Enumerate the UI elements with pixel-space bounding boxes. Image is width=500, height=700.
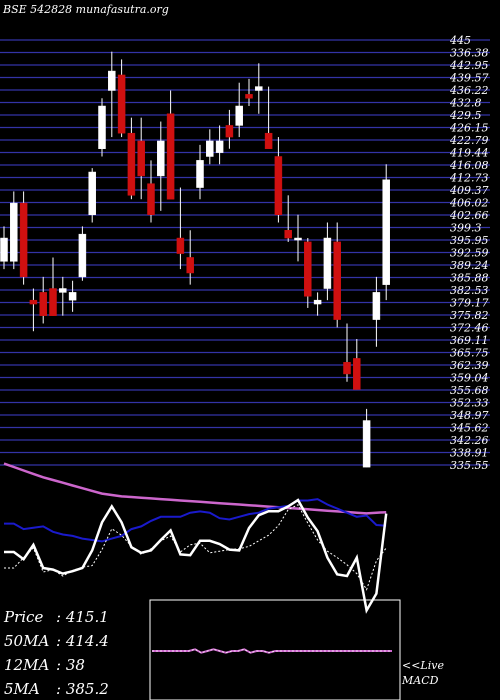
- candle-bear: [166, 113, 175, 200]
- candle-bear: [274, 156, 283, 215]
- price-tick-label: 348.97: [450, 409, 489, 422]
- live-macd-label: <<Live MACD: [402, 658, 444, 688]
- ma50-readout: 50MA: 414.4: [4, 632, 109, 650]
- live-macd-line2: MACD: [402, 674, 439, 687]
- price-tick-label: 432.8: [449, 97, 482, 110]
- ma12-readout: 12MA: 38: [4, 656, 85, 674]
- candle-bull: [313, 299, 322, 305]
- price-tick-label: 355.68: [450, 384, 489, 397]
- candle-bear: [264, 132, 273, 149]
- price-tick-label: 352.33: [450, 397, 489, 410]
- candle-bear: [176, 237, 185, 254]
- price-tick-label: 412.73: [449, 172, 489, 185]
- candle-bear: [49, 288, 57, 316]
- price-tick-label: 382.53: [450, 284, 489, 297]
- ma-long-line: [3, 462, 387, 515]
- price-tick-label: 392.59: [450, 247, 489, 260]
- ma-short-line: [4, 498, 387, 543]
- candle-bull: [235, 105, 243, 126]
- candle-bear: [127, 132, 136, 196]
- price-tick-label: 422.79: [449, 134, 489, 147]
- price-tick-label: 395.95: [450, 234, 489, 247]
- candle-bear: [147, 183, 155, 215]
- candle-bull: [362, 420, 371, 468]
- price-tick-label: 406.02: [449, 197, 489, 210]
- candle-bear: [186, 257, 194, 274]
- candle-bull: [372, 292, 381, 320]
- price-tick-label: 442.95: [449, 59, 489, 72]
- macd-panel: [149, 599, 401, 700]
- candle-bull: [382, 179, 390, 285]
- price-tick-label: 338.91: [450, 447, 489, 460]
- macd-signal-line: [152, 648, 392, 654]
- candle-bull: [68, 292, 77, 301]
- price-tick-label: 365.75: [450, 347, 489, 360]
- price-axis-labels: 445336.38442.95439.57436.22432.8429.5426…: [449, 34, 489, 472]
- moving-average-panel: [3, 462, 388, 614]
- price-tick-label: 372.46: [450, 322, 489, 335]
- price-tick-label: 342.26: [450, 434, 489, 447]
- price-tick-label: 336.38: [450, 47, 489, 60]
- price-tick-label: 362.39: [450, 359, 489, 372]
- price-tick-label: 419.44: [449, 147, 489, 160]
- ma12-value: 38: [65, 656, 85, 674]
- price-tick-label: 402.66: [449, 209, 489, 222]
- ma5-readout: 5MA: 385.2: [4, 680, 109, 698]
- price-tick-label: 345.62: [450, 422, 489, 435]
- ma50-value: 414.4: [65, 632, 109, 650]
- price-tick-label: 389.24: [450, 259, 489, 272]
- candle-bear: [137, 140, 145, 177]
- price-tick-label: 399.3: [450, 222, 482, 235]
- candle-bull: [255, 86, 263, 91]
- candle-bull: [196, 160, 204, 188]
- price-tick-label: 359.04: [450, 372, 489, 385]
- candle-bull: [294, 237, 302, 241]
- candle-bull: [88, 171, 96, 215]
- macd-box: [149, 599, 401, 700]
- live-macd-line1: <<Live: [402, 659, 444, 672]
- candle-bear: [225, 125, 234, 138]
- price-tick-label: 436.22: [449, 84, 489, 97]
- price-tick-label: 369.11: [450, 334, 489, 347]
- candle-bull: [215, 140, 224, 153]
- price-value: 415.1: [65, 608, 109, 626]
- candle-bull: [206, 140, 214, 157]
- candle-bear: [117, 74, 126, 134]
- price-readout: Price: 415.1: [4, 608, 109, 626]
- candle-bull: [0, 237, 8, 262]
- candle-bear: [353, 358, 361, 390]
- candle-bear: [343, 362, 351, 375]
- price-tick-label: 335.55: [450, 459, 489, 472]
- candle-bull: [157, 140, 165, 177]
- candle-bear: [29, 299, 38, 305]
- price-tick-label: 429.5: [449, 109, 482, 122]
- price-tick-label: 409.37: [449, 184, 489, 197]
- price-tick-label: 385.88: [450, 272, 489, 285]
- candle-bear: [245, 94, 253, 99]
- price-tick-label: 375.82: [450, 309, 489, 322]
- candle-bull: [10, 202, 18, 262]
- candle-bull: [98, 105, 106, 149]
- price-tick-label: 445: [449, 34, 471, 47]
- price-tick-label: 426.15: [449, 122, 489, 135]
- candle-bear: [333, 241, 341, 320]
- price-grid: [0, 39, 490, 466]
- oscillator-line: [4, 498, 388, 614]
- candle-bear: [39, 292, 47, 316]
- candle-bull: [78, 233, 87, 278]
- candlesticks: [0, 51, 390, 468]
- candle-bull: [323, 237, 332, 289]
- price-tick-label: 379.17: [450, 297, 489, 310]
- price-tick-label: 439.57: [449, 72, 489, 85]
- candle-bull: [108, 70, 116, 91]
- price-tick-label: 416.08: [449, 159, 489, 172]
- ma5-value: 385.2: [65, 680, 109, 698]
- candle-bull: [59, 288, 67, 293]
- candle-bear: [284, 230, 292, 239]
- candle-bear: [19, 202, 28, 278]
- candle-bear: [304, 241, 312, 297]
- chart-source-label: BSE 542828 munafasutra.org: [3, 3, 169, 16]
